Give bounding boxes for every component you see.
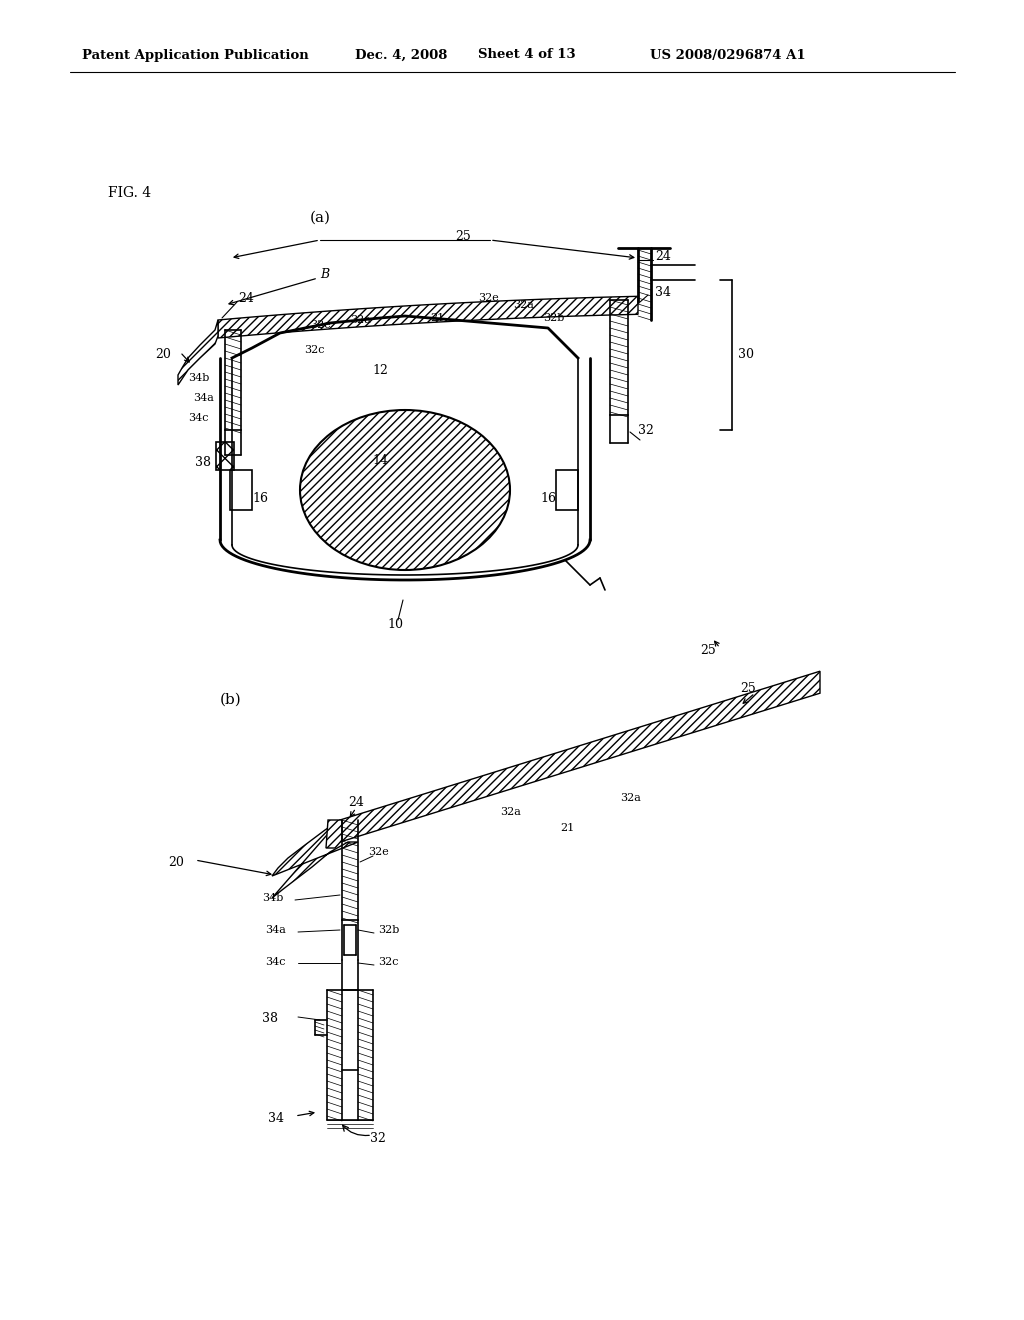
Text: 32a: 32a bbox=[500, 807, 521, 817]
Bar bbox=[342, 990, 358, 1115]
Text: US 2008/0296874 A1: US 2008/0296874 A1 bbox=[650, 49, 806, 62]
Text: 16: 16 bbox=[252, 491, 268, 504]
Text: 38: 38 bbox=[262, 1011, 278, 1024]
Text: 25: 25 bbox=[700, 644, 716, 656]
Text: 32c: 32c bbox=[378, 957, 398, 968]
Text: 32b: 32b bbox=[378, 925, 399, 935]
Text: 24: 24 bbox=[348, 796, 364, 809]
Text: Dec. 4, 2008: Dec. 4, 2008 bbox=[355, 49, 447, 62]
Text: 21: 21 bbox=[430, 313, 444, 323]
Polygon shape bbox=[340, 671, 820, 842]
Text: 21: 21 bbox=[560, 822, 574, 833]
Text: 32e: 32e bbox=[310, 319, 331, 330]
Text: 34c: 34c bbox=[188, 413, 209, 422]
Text: 34b: 34b bbox=[262, 894, 284, 903]
Text: 25: 25 bbox=[740, 681, 756, 694]
Bar bbox=[556, 470, 578, 510]
Text: Sheet 4 of 13: Sheet 4 of 13 bbox=[478, 49, 575, 62]
Bar bbox=[216, 442, 234, 470]
Text: 32a: 32a bbox=[350, 315, 371, 325]
Text: (a): (a) bbox=[310, 211, 331, 224]
Text: 12: 12 bbox=[372, 363, 388, 376]
Text: (b): (b) bbox=[220, 693, 242, 708]
Ellipse shape bbox=[300, 411, 510, 570]
Text: 24: 24 bbox=[238, 292, 254, 305]
Text: 32e: 32e bbox=[478, 293, 499, 304]
Text: 14: 14 bbox=[372, 454, 388, 466]
Text: 32a: 32a bbox=[513, 300, 534, 310]
Text: 32e: 32e bbox=[368, 847, 389, 857]
Text: 34: 34 bbox=[268, 1111, 284, 1125]
Text: 30: 30 bbox=[738, 348, 754, 362]
Text: 32a: 32a bbox=[620, 793, 641, 803]
Text: 34b: 34b bbox=[188, 374, 209, 383]
Text: 32c: 32c bbox=[304, 345, 325, 355]
Text: 32b: 32b bbox=[543, 313, 564, 323]
Text: 20: 20 bbox=[155, 348, 171, 362]
Text: 16: 16 bbox=[540, 491, 556, 504]
Text: 34a: 34a bbox=[265, 925, 286, 935]
Text: 34a: 34a bbox=[193, 393, 214, 403]
Polygon shape bbox=[272, 820, 358, 898]
Text: FIG. 4: FIG. 4 bbox=[108, 186, 152, 201]
Text: B: B bbox=[319, 268, 329, 281]
Polygon shape bbox=[178, 319, 218, 385]
Text: 34c: 34c bbox=[265, 957, 286, 968]
Text: 32: 32 bbox=[638, 424, 654, 437]
Bar bbox=[230, 470, 252, 510]
Text: 20: 20 bbox=[168, 855, 184, 869]
Text: 38: 38 bbox=[195, 455, 211, 469]
Polygon shape bbox=[218, 296, 638, 338]
Text: 34: 34 bbox=[655, 285, 671, 298]
Text: 10: 10 bbox=[387, 619, 403, 631]
Text: Patent Application Publication: Patent Application Publication bbox=[82, 49, 309, 62]
Text: 25: 25 bbox=[455, 231, 471, 243]
Polygon shape bbox=[326, 820, 342, 847]
Text: 32: 32 bbox=[370, 1131, 386, 1144]
Text: 24: 24 bbox=[655, 251, 671, 264]
